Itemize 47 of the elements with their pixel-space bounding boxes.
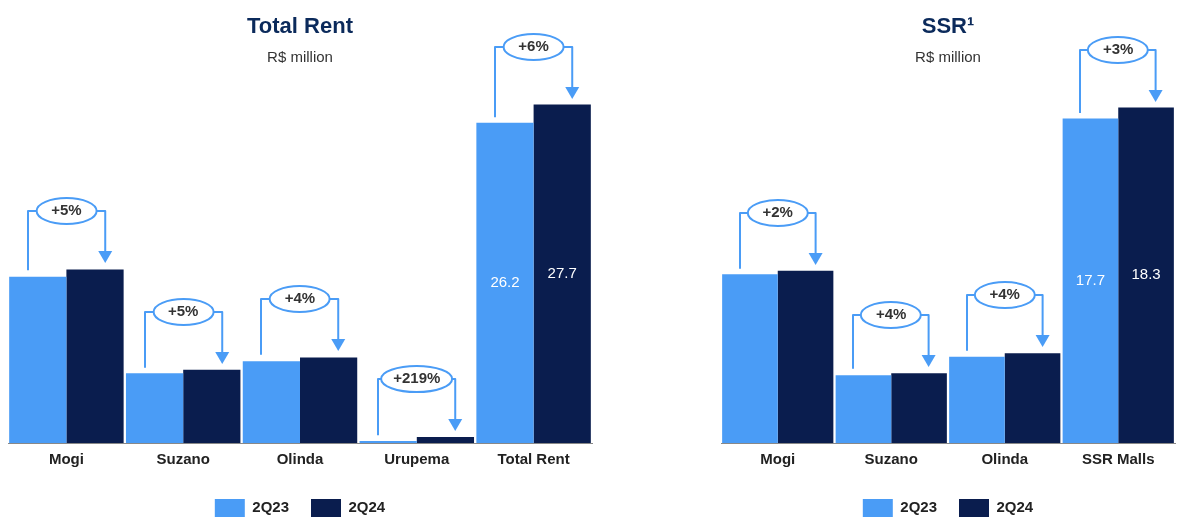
annotation: +5% bbox=[50, 201, 83, 221]
x-tick-label: Mogi bbox=[48, 450, 84, 468]
x-tick-label: Mogi bbox=[760, 450, 796, 468]
bar bbox=[891, 373, 947, 443]
x-tick-label: Olinda bbox=[981, 450, 1029, 468]
bar bbox=[777, 270, 834, 443]
x-tick-label: Olinda bbox=[276, 450, 324, 468]
legend-label: 2Q24 bbox=[996, 498, 1034, 516]
annotation: +5% bbox=[166, 301, 200, 321]
bar bbox=[476, 122, 534, 443]
bar bbox=[9, 276, 67, 443]
data-label: 17.7 bbox=[1075, 270, 1106, 288]
bar bbox=[242, 361, 300, 443]
annotation: +4% bbox=[875, 305, 908, 325]
annotation: +219% bbox=[392, 368, 442, 388]
bar bbox=[66, 269, 124, 443]
data-label: 18.3 bbox=[1131, 265, 1161, 283]
bar bbox=[300, 357, 358, 443]
bar bbox=[125, 373, 184, 443]
x-tick-label: Total Rent bbox=[497, 450, 570, 468]
bar bbox=[183, 369, 241, 443]
annotation: +2% bbox=[761, 202, 794, 222]
legend-label: 2Q23 bbox=[252, 498, 290, 516]
bar bbox=[949, 356, 1005, 443]
bar bbox=[722, 274, 778, 443]
legend-label: 2Q24 bbox=[348, 498, 386, 516]
data-label: 26.2 bbox=[490, 273, 520, 291]
legend-label: 2Q23 bbox=[900, 498, 938, 516]
bar bbox=[416, 436, 475, 443]
chart-title: SSR¹ bbox=[921, 13, 975, 39]
x-tick-label: Urupema bbox=[384, 450, 450, 468]
text: +6% bbox=[517, 36, 550, 56]
bar bbox=[1118, 107, 1174, 443]
annotation: +4% bbox=[283, 289, 317, 309]
chart-subtitle: R$ million bbox=[915, 47, 981, 65]
x-tick-label: Suzano bbox=[864, 450, 918, 468]
bar bbox=[835, 375, 892, 443]
chart-subtitle: R$ million bbox=[267, 47, 333, 65]
chart-title: Total Rent bbox=[247, 13, 354, 39]
x-tick-label: Suzano bbox=[156, 450, 210, 468]
x-tick-label: SSR Malls bbox=[1081, 450, 1155, 468]
text: +3% bbox=[1102, 39, 1135, 59]
data-label: 27.7 bbox=[547, 263, 577, 281]
annotation: +4% bbox=[988, 285, 1021, 305]
bar bbox=[1004, 353, 1061, 443]
bar bbox=[1062, 118, 1119, 443]
bar bbox=[533, 104, 591, 443]
